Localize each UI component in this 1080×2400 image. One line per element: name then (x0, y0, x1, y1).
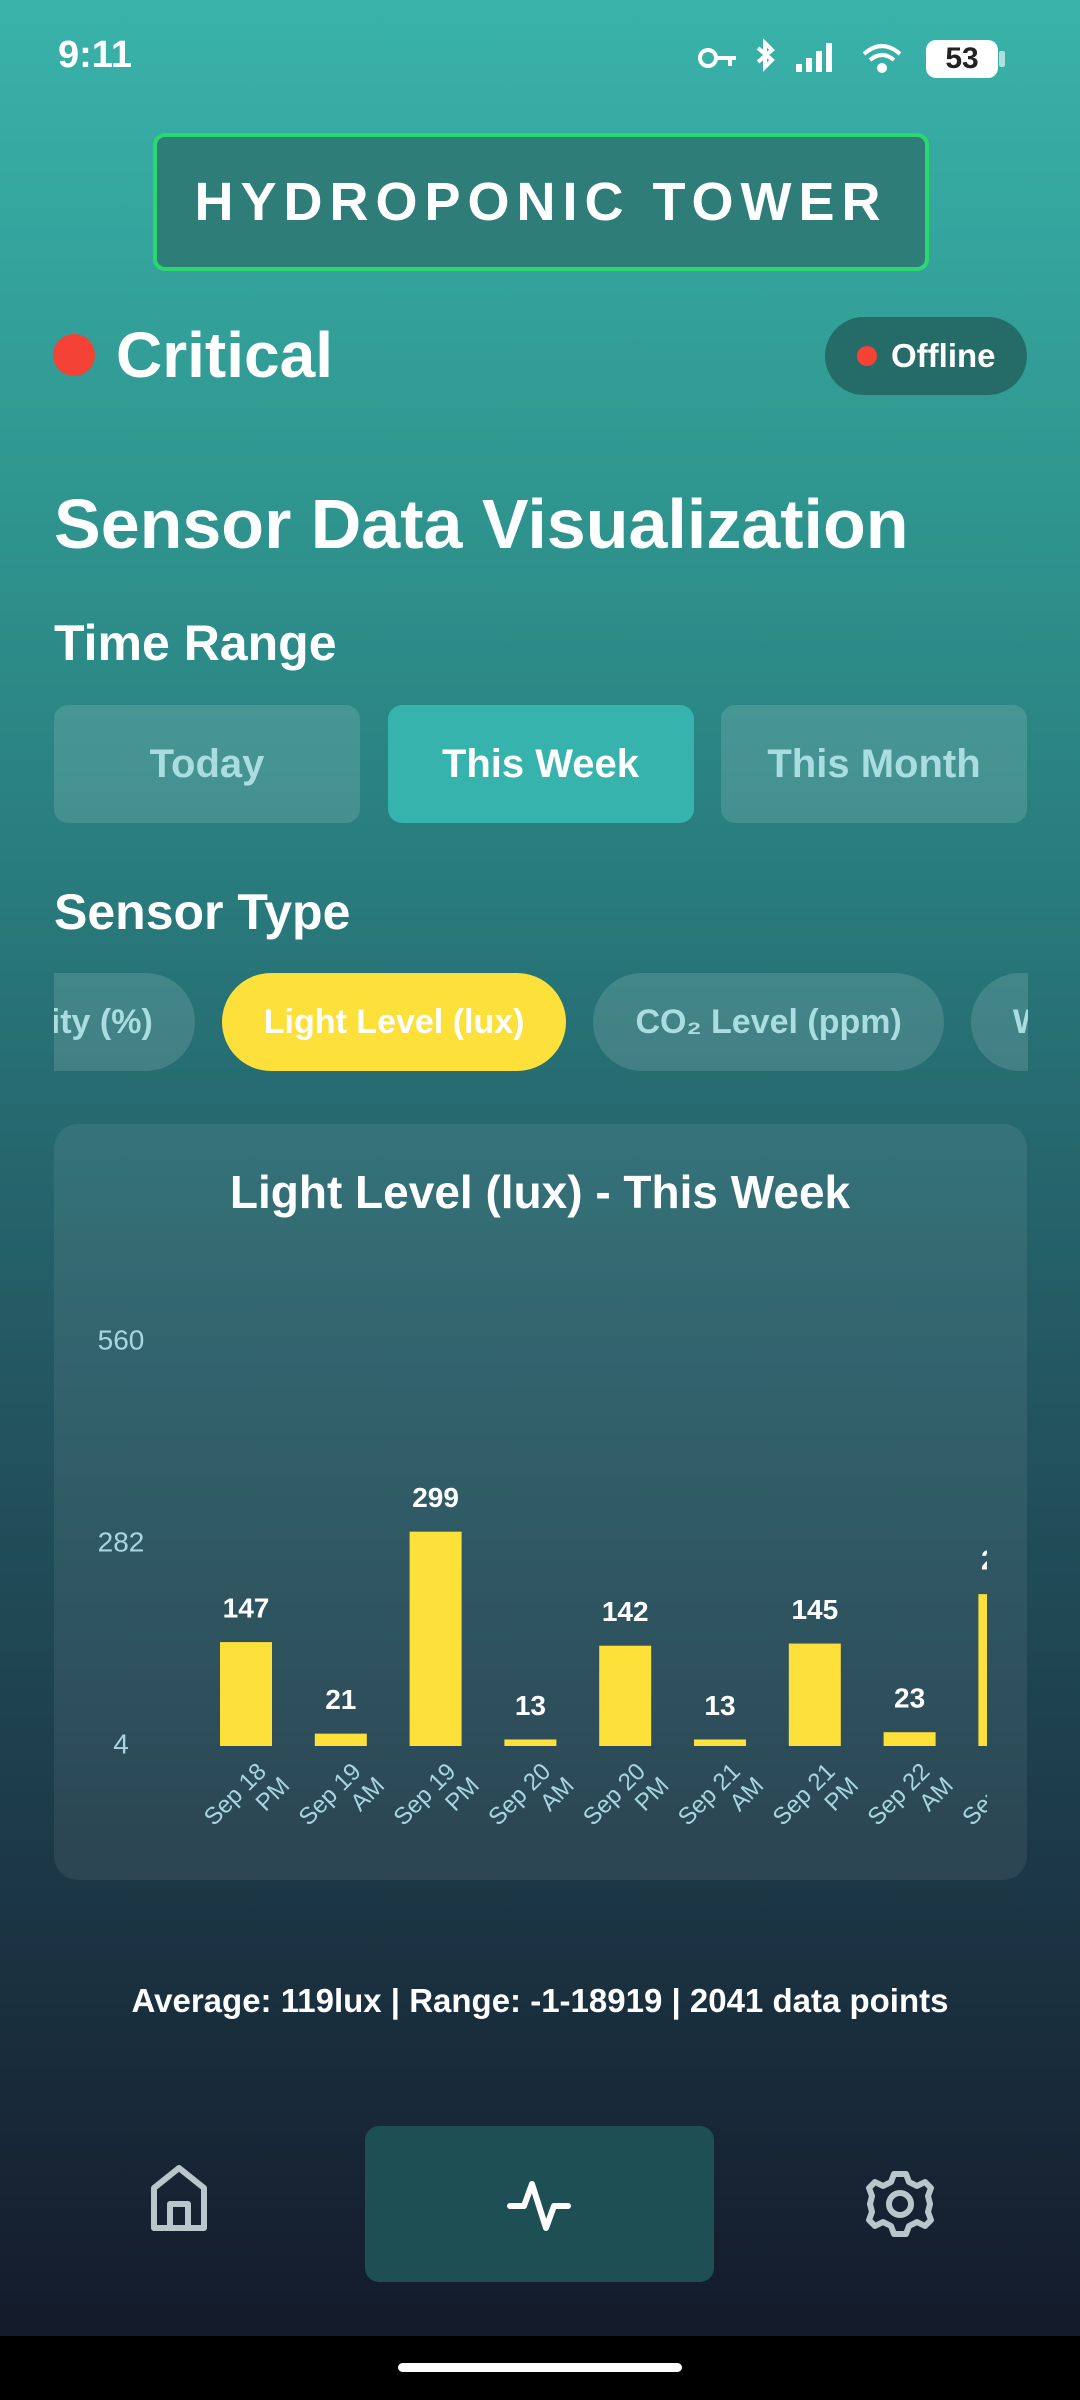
bar (314, 1733, 367, 1746)
y-tick-label: 4 (113, 1728, 129, 1759)
chart: Light Level (lux) - This Week 147 Sep 18 … (98, 1166, 1027, 1850)
x-tick-label: Sep 20 AM (484, 1754, 580, 1850)
sensor-chip[interactable]: CO₂ Level (ppm) (593, 973, 944, 1071)
sensor-chip[interactable]: Humidity (%) (54, 973, 195, 1071)
sensor-chip[interactable]: Water Level (970, 973, 1028, 1071)
bar (978, 1594, 987, 1746)
sensor-chip[interactable]: Light Level (lux) (221, 973, 567, 1071)
status-time: 9:11 (58, 34, 132, 76)
x-tick-label: Sep 21 AM (673, 1754, 769, 1850)
summary: Average: 119lux | Range: -1-18919 | 2041… (131, 1982, 949, 2019)
value-label: 13 (515, 1690, 546, 1721)
x-tick-label: Sep 19 AM (294, 1754, 390, 1850)
nav-settings[interactable] (866, 2171, 934, 2237)
battery (926, 40, 998, 78)
x-tick-label: Sep 18 PM (199, 1754, 295, 1850)
nav-home[interactable] (151, 2165, 207, 2231)
x-tick-label: Sep 20 PM (578, 1754, 674, 1850)
x-tick-label: Sep 19 PM (389, 1754, 485, 1850)
value-label: 147 (223, 1592, 270, 1623)
chip-row: Humidity (%) Light Level (lux) CO₂ Level (… (54, 973, 1028, 1071)
value-label: 299 (412, 1482, 459, 1513)
time-range-label: Time Range (54, 615, 337, 671)
status-dot (53, 334, 95, 376)
bar (220, 1642, 272, 1746)
bottom-nav (151, 2165, 934, 2237)
value-label: 142 (602, 1596, 649, 1627)
status-icons: 53 (698, 38, 1005, 78)
x-tick-label: Sep 22 AM (863, 1754, 959, 1850)
y-tick-label: 560 (98, 1324, 145, 1355)
connection-text: Offline (891, 337, 996, 374)
chart-title: Light Level (lux) - This Week (230, 1166, 851, 1218)
nav-charts[interactable] (507, 2181, 571, 2231)
connection-dot (857, 346, 877, 366)
value-label: 213 (981, 1545, 1027, 1576)
bar (504, 1739, 557, 1746)
sensor-chips: Humidity (%) Light Level (lux) CO₂ Level (… (54, 973, 1028, 1071)
time-range-button[interactable]: This Month (721, 705, 1027, 823)
value-label: 13 (704, 1690, 735, 1721)
bar (788, 1643, 841, 1746)
sensor-type-label: Sensor Type (54, 884, 351, 940)
bar (599, 1645, 652, 1746)
bar (883, 1732, 936, 1746)
x-tick-label: Sep 22 PM (958, 1754, 1027, 1850)
value-label: 23 (894, 1683, 925, 1714)
bar (409, 1531, 462, 1746)
status-text: Critical (116, 319, 333, 391)
value-label: 145 (791, 1594, 838, 1625)
time-range-button[interactable]: Today (54, 705, 360, 823)
connection-badge: Offline (825, 317, 1027, 395)
bar (694, 1739, 746, 1746)
time-range-button[interactable]: This Week (387, 705, 694, 823)
x-tick-label: Sep 21 PM (768, 1754, 864, 1850)
app-title: HYDROPONIC TOWER (153, 133, 929, 271)
home-handle (398, 2363, 682, 2372)
battery-level: 53 (945, 42, 978, 75)
section-title: Sensor Data Visualization (54, 485, 909, 563)
plot-area: 147 Sep 18 PM 21 Sep 19 AM 299 Sep 19 PM 13 Sep… (199, 1482, 1027, 1850)
value-label: 21 (325, 1684, 356, 1715)
chart-card (54, 1124, 1027, 1880)
y-tick-label: 282 (98, 1526, 145, 1557)
